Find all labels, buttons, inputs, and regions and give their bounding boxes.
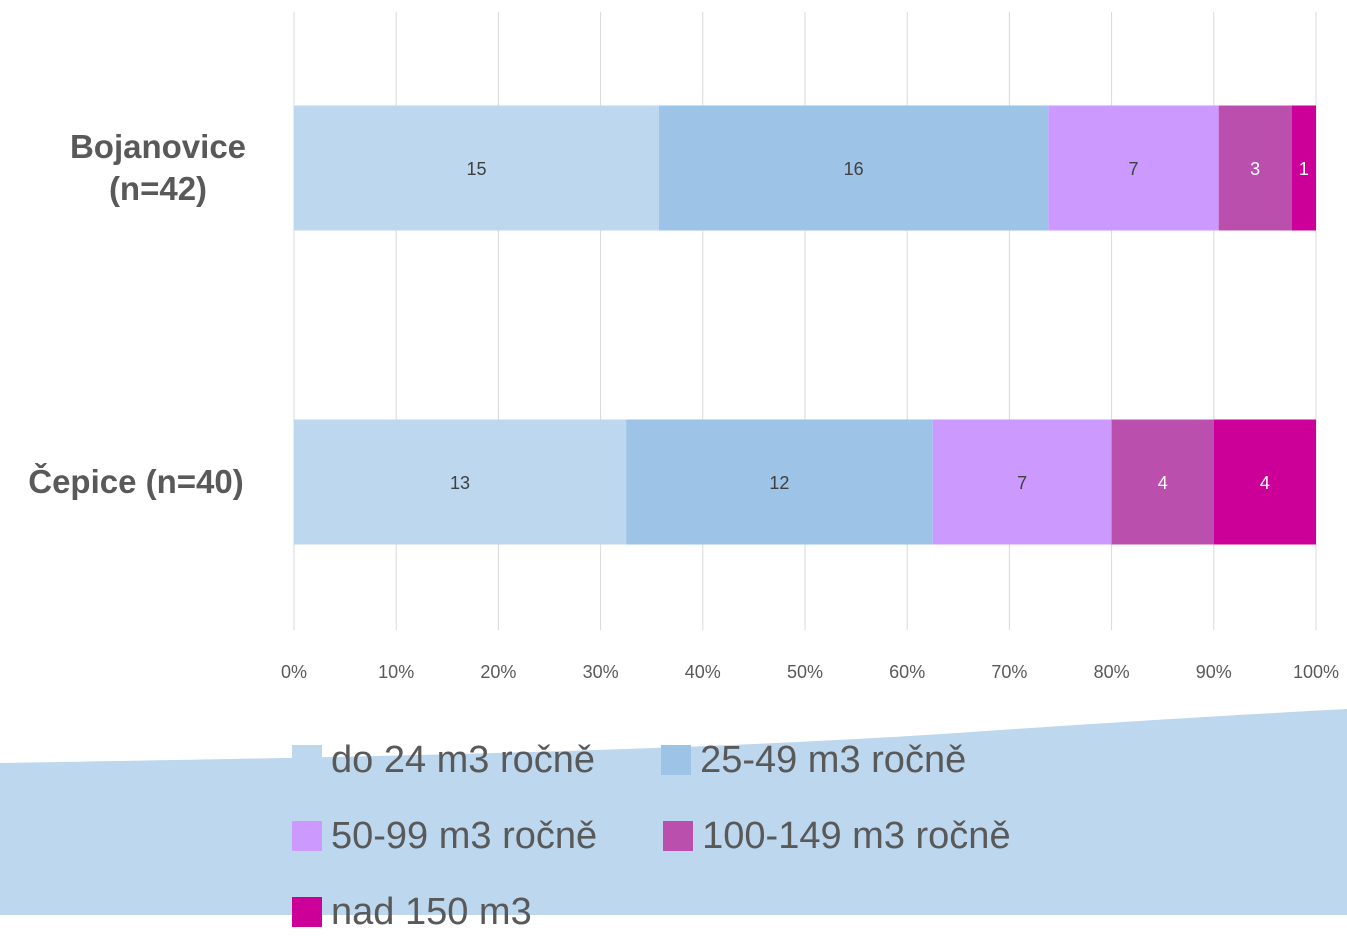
legend-swatch [292,821,322,851]
x-tick-label: 10% [378,662,414,682]
x-tick-label: 80% [1094,662,1130,682]
bars [294,105,1316,545]
legend-row: do 24 m3 ročně 25-49 m3 ročně [292,722,1292,798]
x-tick-label: 0% [281,662,307,682]
data-label: 15 [466,159,486,179]
category-label: Bojanovice (n=42) [70,128,246,207]
x-tick-label: 20% [480,662,516,682]
legend-label: do 24 m3 ročně [331,738,596,781]
data-label: 4 [1260,473,1270,493]
data-label: 13 [450,473,470,493]
legend-label: 25-49 m3 ročně [700,738,967,781]
bar-segment [1213,419,1316,545]
bar-segment [932,419,1112,545]
legend-swatch [292,897,322,927]
category-label-line: Bojanovice [70,128,246,165]
legend-row: nad 150 m3 [292,874,1292,950]
data-label: 16 [844,159,864,179]
bar-segment [1048,105,1219,231]
stacked-bar-chart: 15 16 7 3 1 13 12 7 4 4 Bojanovice (n=42) Čepice (n… [28,12,1339,682]
data-labels: 15 16 7 3 1 13 12 7 4 4 [450,159,1309,493]
data-label: 3 [1250,159,1260,179]
bar-segment [1291,105,1316,231]
x-tick-label: 60% [889,662,925,682]
x-tick-label: 70% [991,662,1027,682]
x-tick-label: 40% [685,662,721,682]
data-label: 7 [1128,159,1138,179]
bar-segment [1111,419,1214,545]
legend-row: 50-99 m3 ročně 100-149 m3 ročně [292,798,1292,874]
legend-item: 25-49 m3 ročně [661,739,966,782]
category-label-line: (n=42) [109,170,207,207]
legend-item: 50-99 m3 ročně [292,815,597,858]
legend-label: 50-99 m3 ročně [331,814,598,857]
bar-segment [294,419,627,545]
category-labels: Bojanovice (n=42) Čepice (n=40) [28,128,246,500]
legend: do 24 m3 ročně 25-49 m3 ročně 50-99 m3 roč… [292,722,1292,950]
bar-segment [294,105,659,231]
background-wave [0,709,1347,915]
legend-label: nad 150 m3 [331,890,532,933]
x-tick-label: 90% [1196,662,1232,682]
legend-swatch [661,745,692,775]
x-tick-label: 30% [583,662,619,682]
x-tick-label: 100% [1293,662,1339,682]
bar-segment [626,419,933,545]
category-label: Čepice (n=40) [28,462,244,500]
category-label-line: Čepice (n=40) [28,462,244,500]
x-tick-label: 50% [787,662,823,682]
bar-segment [659,105,1049,231]
legend-swatch [292,745,322,775]
legend-item: 100-149 m3 ročně [663,814,1011,858]
background-wave-shape [0,709,1347,915]
data-label: 12 [769,473,789,493]
legend-label: 100-149 m3 ročně [702,814,1011,857]
data-label: 1 [1299,159,1309,179]
bar-segment [1218,105,1292,231]
legend-item: do 24 m3 ročně [292,739,595,782]
x-axis-tick-labels: 0% 10% 20% 30% 40% 50% 60% 70% 80% 90% 100% [281,662,1339,682]
legend-swatch [663,821,694,851]
data-label: 4 [1158,473,1168,493]
legend-item: nad 150 m3 [292,891,532,934]
data-label: 7 [1017,473,1027,493]
